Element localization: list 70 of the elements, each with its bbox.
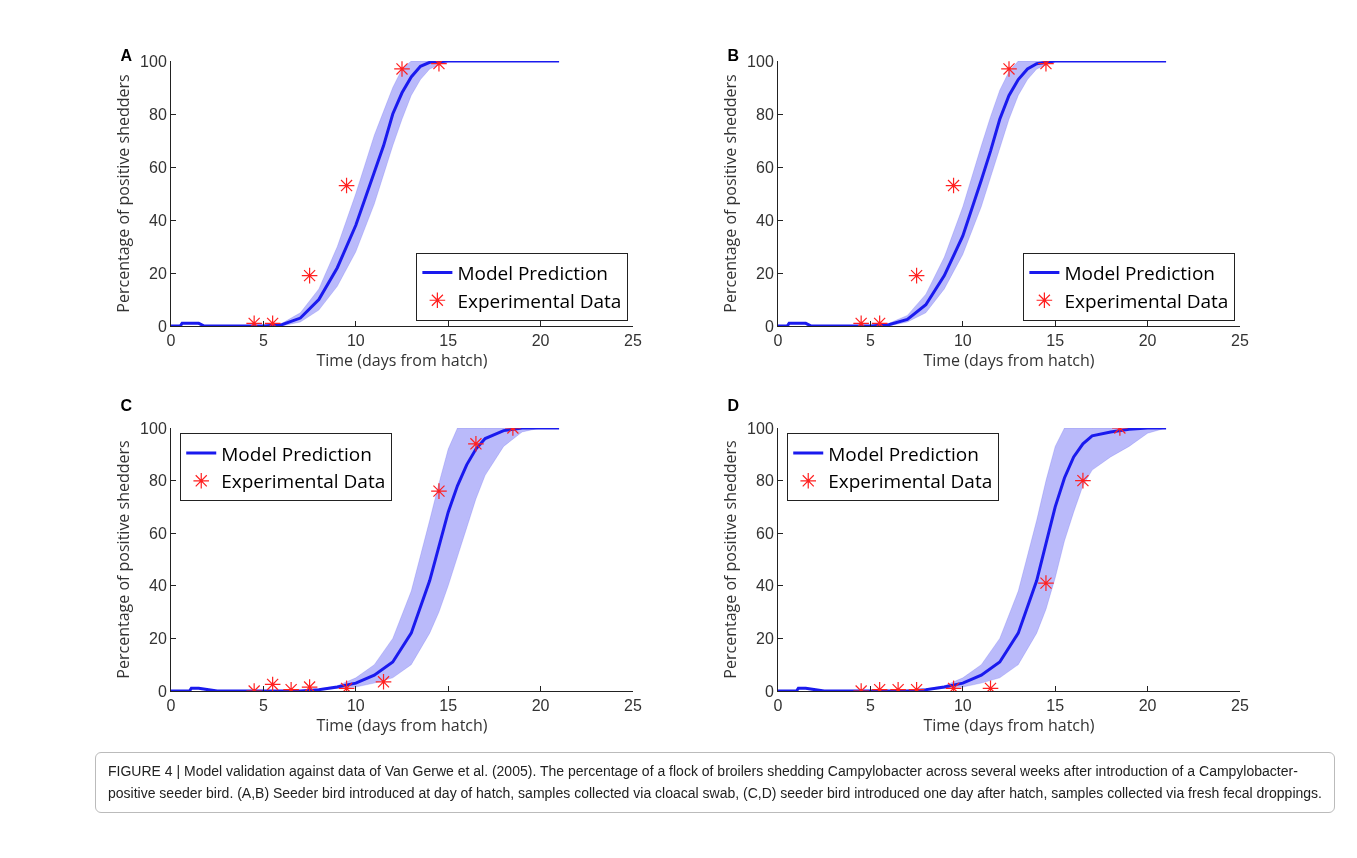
y-tick-label: 40 — [149, 577, 167, 595]
legend-label: Model Prediction — [1064, 259, 1215, 286]
point — [467, 435, 485, 453]
x-tick-label: 20 — [1138, 332, 1157, 350]
x-tick-label: 15 — [1046, 697, 1065, 715]
y-tick-label: 60 — [756, 158, 774, 176]
y-tick-label: 0 — [764, 317, 774, 335]
x-tick-label: 5 — [258, 697, 268, 715]
x-tick-label: 25 — [624, 697, 642, 715]
x-tick-label: 10 — [953, 332, 972, 350]
x-tick-label: 10 — [346, 697, 365, 715]
y-tick-label: 100 — [747, 419, 774, 437]
x-tick-label: 15 — [439, 697, 458, 715]
x-tick-label: 15 — [1046, 332, 1065, 350]
y-tick-label: 20 — [756, 264, 774, 282]
y-tick-label: 60 — [149, 158, 167, 176]
y-tick-label: 0 — [157, 682, 167, 700]
y-tick-label: 80 — [149, 472, 167, 490]
caption: FIGURE 4 | Model validation against data of Van Gerwe et al. (2005). The percentage of a flock of broilers shedding Campylobacter across several weeks after introduction of a Campylobacter-positive seeder bird. (A,B) Seeder bird introduced at day of hatch, samples collected via cloacal swab, (C,D) seeder bird introduced one day after hatch, samples collected via fresh fecal droppings. — [108, 762, 1322, 803]
y-tick-label: 0 — [764, 682, 774, 700]
legend-label: Experimental Data — [221, 468, 386, 495]
x-tick-label: 25 — [1231, 697, 1249, 715]
y-tick-label: 40 — [756, 577, 774, 595]
legend-label: Experimental Data — [1064, 287, 1229, 314]
y-tick-label: 80 — [756, 472, 774, 490]
legend-label: Model Prediction — [457, 259, 608, 286]
point — [1037, 574, 1055, 592]
legend-label: Model Prediction — [221, 440, 372, 467]
x-tick-label: 5 — [258, 332, 268, 350]
x-axis-title: Time (days from hatch) — [923, 714, 1095, 737]
legend-label: Experimental Data — [457, 287, 622, 314]
chart-title: C — [120, 397, 133, 415]
y-tick-label: 20 — [149, 630, 167, 647]
y-tick-label: 80 — [149, 105, 167, 123]
legend-label: Experimental Data — [828, 468, 993, 495]
chart-title: A — [120, 47, 133, 65]
x-tick-label: 15 — [439, 332, 458, 350]
point — [430, 482, 448, 500]
y-axis-title: Percentage of positive shedders — [719, 74, 741, 313]
y-tick-label: 100 — [140, 52, 167, 70]
x-tick-label: 10 — [953, 697, 972, 715]
y-tick-label: 20 — [756, 630, 774, 647]
y-tick-label: 60 — [756, 524, 774, 542]
y-tick-label: 60 — [149, 524, 167, 542]
y-tick-label: 40 — [149, 211, 167, 229]
x-tick-label: 20 — [531, 332, 550, 350]
x-tick-label: 5 — [865, 697, 875, 715]
point — [338, 177, 355, 194]
x-axis-title: Time (days from hatch) — [316, 714, 488, 737]
x-axis-title: Time (days from hatch) — [923, 349, 1095, 372]
y-tick-label: 100 — [140, 419, 167, 437]
y-axis-title: Percentage of positive shedders — [112, 74, 134, 313]
legend-label: Model Prediction — [828, 440, 979, 467]
x-tick-label: 20 — [531, 697, 550, 715]
x-tick-label: 20 — [1138, 697, 1157, 715]
y-tick-label: 100 — [747, 52, 774, 70]
y-tick-label: 0 — [157, 317, 167, 335]
chart-title: D — [727, 397, 740, 415]
y-tick-label: 20 — [149, 264, 167, 282]
point — [945, 177, 962, 194]
x-tick-label: 10 — [346, 332, 365, 350]
chart-title: B — [727, 47, 740, 65]
y-tick-label: 40 — [756, 211, 774, 229]
y-tick-label: 80 — [756, 105, 774, 123]
x-axis-title: Time (days from hatch) — [316, 349, 488, 372]
y-axis-title: Percentage of positive shedders — [112, 440, 134, 679]
x-tick-label: 25 — [1231, 332, 1249, 350]
y-axis-title: Percentage of positive shedders — [719, 440, 741, 679]
x-tick-label: 5 — [865, 332, 875, 350]
x-tick-label: 25 — [624, 332, 642, 350]
